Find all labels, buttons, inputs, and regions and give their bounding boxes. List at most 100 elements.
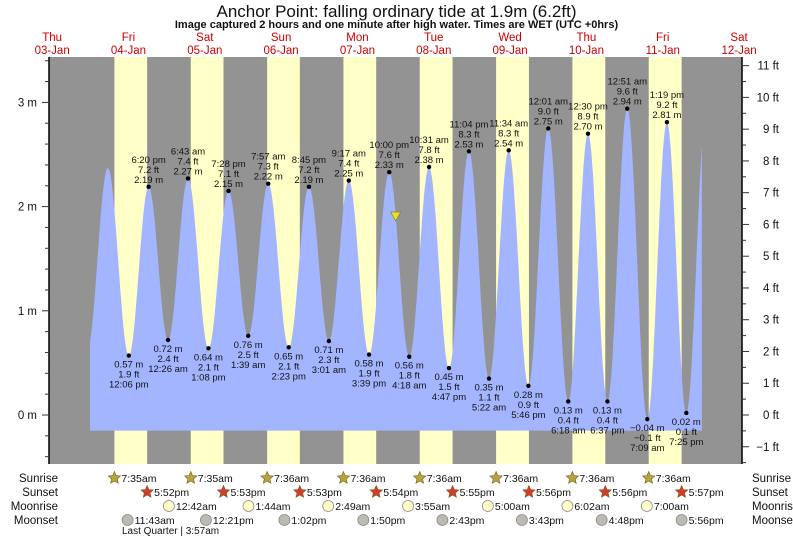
high-tide-point [185,176,191,181]
high-tide-time: 6:20 pm [131,155,165,166]
sunrise-star-icon [183,470,198,484]
sunset-star-icon [369,484,384,498]
low-tide-feet: 1.5 ft [438,382,459,393]
moonrise-time: 2:49am [335,501,370,513]
sunset-time: 5:52pm [154,487,189,499]
low-tide-point [526,383,531,389]
high-tide-meters: 2.94 m [613,97,642,108]
low-tide-meters: 0.56 m [395,361,424,372]
sunset-row-label-left: Sunset [22,487,59,499]
sunrise-time: 7:36am [274,473,309,485]
moonset-moon-icon [357,514,370,526]
right-axis-label: 3 ft [763,315,780,327]
moonrise-moon-icon [640,500,653,512]
moonset-time: 12:21pm [213,515,254,527]
sunset-star-icon [216,484,231,498]
high-tide-feet: 9.6 ft [617,87,638,98]
right-axis-label: 0 ft [763,410,780,422]
sunset-time: 5:56pm [536,487,571,499]
low-tide-point [126,353,131,358]
right-axis-label: 2 ft [763,346,780,358]
low-tide-time: 12:26 am [148,364,188,375]
right-axis-label: 11 ft [757,61,779,73]
left-axis-label: 1 m [18,306,37,318]
right-axis-label: 4 ft [763,283,780,295]
sunset-star-icon [522,484,536,498]
high-tide-point [346,178,352,183]
low-tide-point [605,399,610,404]
sunrise-time: 7:36am [503,473,538,485]
high-tide-point [664,119,670,125]
sunrise-star-icon [489,470,504,484]
high-tide-feet: 9.0 ft [538,106,559,117]
high-tide-time: 1:19 pm [650,90,684,101]
moonrise-row-label-right: Moonrise [752,501,793,513]
right-axis-label: 5 ft [763,251,780,263]
moonrise-time: 1:44am [255,501,290,513]
high-tide-point [426,164,432,170]
right-axis-label: −1 ft [756,442,780,454]
high-tide-point [146,184,151,190]
day-name-label: Sat [196,32,214,44]
low-tide-point [486,376,492,381]
moonset-moon-icon [675,514,688,526]
low-tide-meters: 0.57 m [114,360,143,371]
low-tide-point [165,337,171,343]
moonset-moon-icon [200,514,212,526]
day-date-label: 08-Jan [416,45,451,57]
day-name-label: Tue [424,32,443,44]
low-tide-feet: 2.1 ft [198,362,219,373]
sunset-star-icon [445,484,460,498]
low-tide-meters: 0.13 m [593,405,622,416]
low-tide-feet: −0.1 ft [634,433,661,444]
moonrise-time: 3:55am [415,501,450,513]
high-tide-meters: 2.27 m [173,166,202,177]
low-tide-time: 1:08 pm [191,372,225,383]
high-tide-time: 7:57 am [251,152,285,163]
left-axis-label: 2 m [18,202,37,214]
high-tide-feet: 7.2 ft [298,165,319,176]
sunrise-star-icon [260,470,275,484]
low-tide-feet: 0.1 ft [676,427,697,438]
moonrise-moon-icon [322,500,335,512]
low-tide-point [407,354,412,359]
current-level-marker-icon [390,211,402,222]
high-tide-feet: 8.3 ft [498,128,519,139]
low-tide-time: 3:39 pm [352,379,386,390]
day-name-label: Mon [346,32,368,44]
high-tide-feet: 7.3 ft [258,162,279,173]
high-tide-feet: 7.4 ft [338,159,359,170]
sunset-star-icon [292,484,307,498]
moonrise-time: 6:02am [574,501,609,513]
low-tide-feet: 0.4 ft [597,415,618,426]
day-name-label: Sat [730,32,748,44]
low-tide-time: 1:39 am [231,360,265,371]
moonrise-time: 12:42am [176,501,217,513]
high-tide-point [625,106,630,111]
high-tide-time: 10:31 am [409,135,449,146]
high-tide-point [306,184,312,190]
high-tide-feet: 7.1 ft [218,169,239,180]
high-tide-time: 6:43 am [171,146,205,157]
low-tide-point [684,410,689,416]
day-name-label: Wed [498,32,521,44]
low-tide-point [326,338,332,344]
high-tide-meters: 2.75 m [534,116,563,127]
high-tide-time: 8:45 pm [292,155,326,166]
day-name-label: Thu [42,32,62,44]
right-axis-label: 6 ft [763,219,780,231]
high-tide-feet: 7.8 ft [418,145,439,156]
moonrise-moon-icon [162,500,175,512]
low-tide-point [206,346,211,351]
low-tide-meters: 0.58 m [355,359,384,370]
day-name-label: Thu [576,32,596,44]
low-tide-meters: 0.76 m [234,340,263,351]
sunrise-row-label-left: Sunrise [19,473,58,485]
moonset-time: 5:56pm [689,515,724,527]
right-axis-label: 1 ft [763,378,780,390]
high-tide-meters: 2.53 m [454,139,483,150]
sunset-time: 5:56pm [612,487,647,499]
moonset-moon-icon [278,514,291,526]
high-tide-meters: 2.81 m [652,110,681,121]
